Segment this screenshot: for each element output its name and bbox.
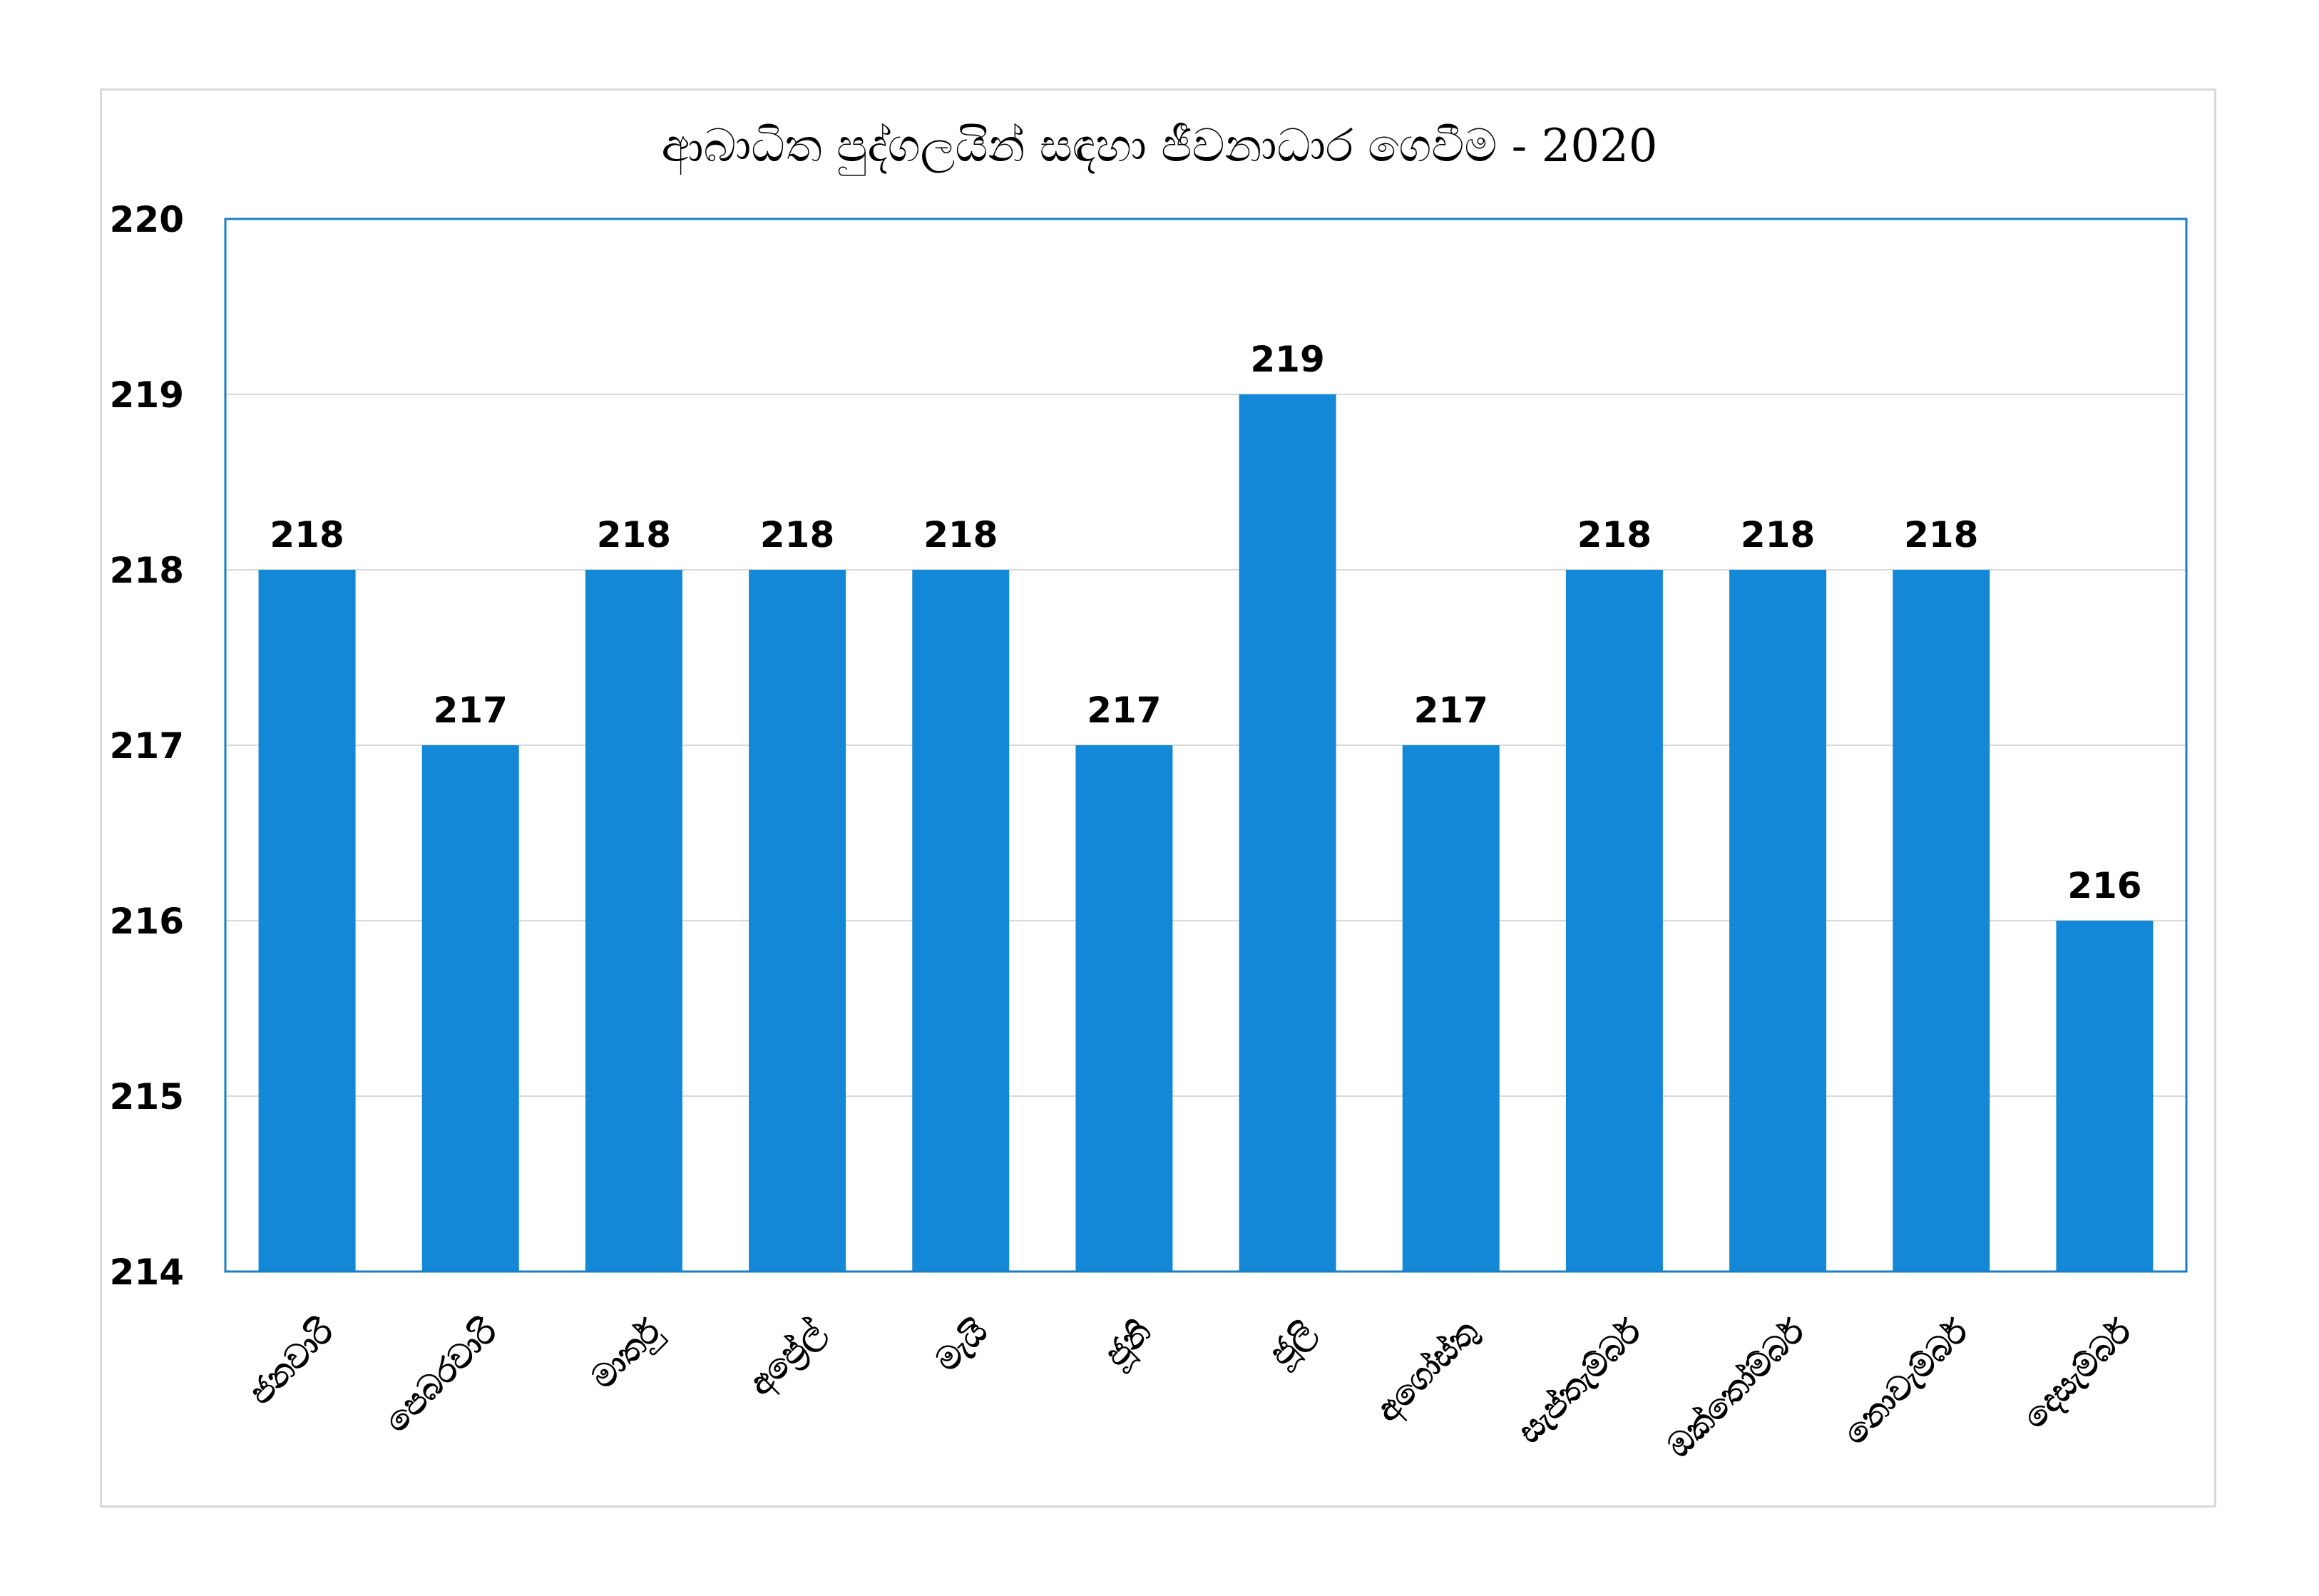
bar [1239,394,1336,1272]
data-label: 218 [597,514,671,556]
data-label: 218 [1741,514,1815,556]
bar [2056,921,2154,1272]
y-tick-label: 216 [110,901,184,942]
y-tick-label: 214 [110,1252,184,1293]
x-tick-label: නොවැම්බර් [1836,1311,1976,1452]
x-tick-label: ජනවාරි [241,1311,342,1412]
data-label: 217 [1087,690,1161,731]
x-tick-label: අප්‍රේල් [741,1311,834,1405]
x-tick-label: ඔක්තෝම්බර් [1659,1311,1813,1465]
bars [258,394,2154,1272]
y-tick-label: 217 [110,725,184,767]
y-axis: 214 215 216 217 218 219 220 [110,199,184,1293]
plot-area-border [224,218,2188,1273]
chart-title: ආබාධිත පුද්ගලයින් සඳහා ජීවනාධාර ගෙවීම - … [661,120,1657,176]
x-tick-label: අගෝස්තු [1368,1311,1487,1431]
y-tick-label: 218 [110,550,184,591]
data-labels: 218 217 218 218 218 217 219 217 218 218 218 216 [270,339,2141,906]
bar [1402,745,1500,1272]
data-label: 219 [1250,339,1324,380]
y-tick-label: 220 [110,199,184,240]
bar [421,745,519,1272]
data-label: 217 [1414,690,1488,731]
data-label: 216 [2067,865,2141,906]
data-label: 218 [1904,514,1978,556]
x-axis: ජනවාරි පෙබරවාරි මාර්තු අප්‍රේල් මැයි ජූනි ජූලි… [241,1311,2141,1465]
data-label: 218 [1577,514,1652,556]
x-tick-label: ජූලි [1261,1312,1324,1376]
x-tick-label: ජූනි [1097,1312,1161,1376]
bar [585,570,682,1272]
bar [1075,745,1173,1272]
x-tick-label: පෙබරවාරි [377,1311,506,1440]
x-tick-label: මැයි [928,1312,995,1379]
data-label: 217 [434,690,508,731]
data-label: 218 [760,514,834,556]
y-tick-label: 219 [110,374,184,416]
data-label: 218 [923,514,998,556]
data-label: 218 [270,514,344,556]
x-tick-label: දෙසැම්බර් [2015,1311,2141,1438]
gridlines [225,394,2186,1097]
bar [1565,570,1663,1272]
bar [1893,570,1990,1272]
x-tick-label: මාර්තු [583,1311,670,1398]
bar [1729,570,1827,1272]
bar [258,570,356,1272]
y-tick-label: 215 [110,1076,184,1117]
bar [749,570,846,1272]
x-tick-label: සැප්තැම්බර් [1510,1311,1649,1451]
bar [912,570,1010,1272]
